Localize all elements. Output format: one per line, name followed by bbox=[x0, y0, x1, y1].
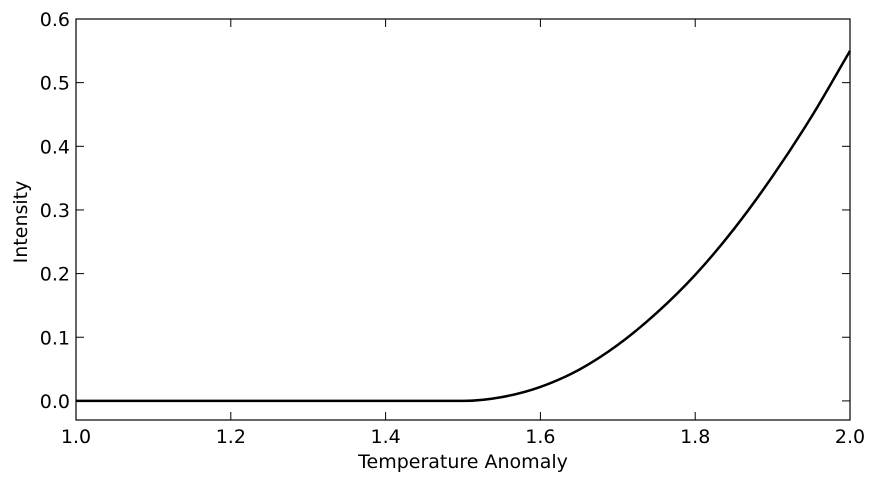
x-tick-label: 1.2 bbox=[216, 426, 246, 448]
y-tick-label: 0.6 bbox=[40, 9, 70, 31]
x-tick-label: 2.0 bbox=[835, 426, 865, 448]
series-line bbox=[75, 50, 852, 403]
tick-labels: 1.0 1.2 1.4 1.6 1.8 2.0 0.0 0.1 0.2 0.3 0.4 0.5 0.6 bbox=[40, 9, 865, 448]
x-tick-label: 1.0 bbox=[61, 426, 91, 448]
y-tick-label: 0.2 bbox=[40, 264, 70, 286]
y-tick-label: 0.4 bbox=[40, 136, 70, 158]
y-tick-label: 0.1 bbox=[40, 327, 70, 349]
y-tick-label: 0.0 bbox=[40, 391, 70, 413]
x-axis-label: Temperature Anomaly bbox=[357, 451, 568, 473]
y-tick-label: 0.3 bbox=[40, 200, 70, 222]
x-tick-label: 1.6 bbox=[525, 426, 555, 448]
y-axis-label: Intensity bbox=[10, 181, 32, 264]
x-tick-label: 1.8 bbox=[680, 426, 710, 448]
y-tick-label: 0.5 bbox=[40, 73, 70, 95]
tick-marks bbox=[75, 18, 851, 420]
plot-frame bbox=[75, 18, 851, 421]
x-tick-label: 1.4 bbox=[370, 426, 400, 448]
series-layer bbox=[75, 50, 852, 403]
